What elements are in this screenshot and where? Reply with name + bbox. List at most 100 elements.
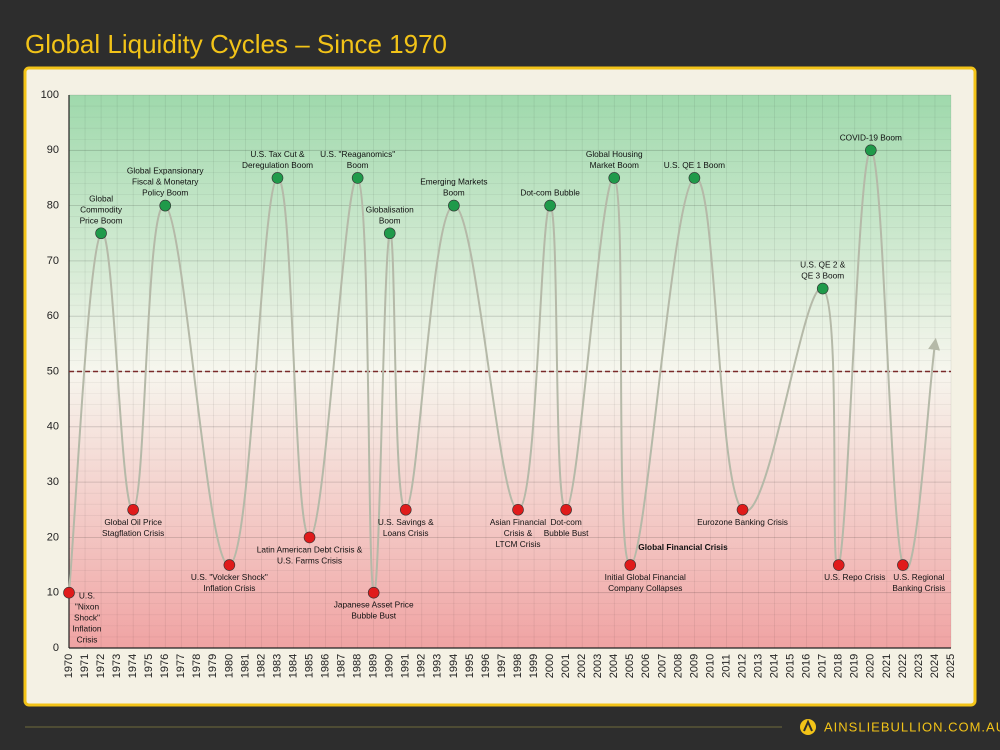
boom-point: [95, 227, 107, 240]
x-tick-label: 2018: [833, 654, 845, 678]
x-tick-label: 2025: [945, 654, 957, 678]
boom-point: [816, 282, 829, 295]
chart-title: Global Liquidity Cycles – Since 1970: [25, 29, 447, 59]
cycle-line: [68, 149, 941, 594]
point-label: Eurozone Banking Crisis: [697, 517, 788, 527]
crisis-point: [512, 503, 524, 516]
x-tick-label: 2000: [544, 654, 556, 678]
boom-point: [271, 172, 284, 184]
crisis-point: [560, 503, 572, 516]
crisis-point: [399, 503, 412, 516]
point-label: U.S. "Nixon Shock" Inflation Crisis: [72, 591, 101, 645]
point-label: Global Housing Market Boom: [586, 149, 643, 170]
x-tick-label: 2002: [576, 654, 588, 678]
x-tick-label: 1998: [512, 654, 524, 678]
crisis-point: [897, 559, 909, 571]
x-tick-label: 1997: [496, 654, 508, 678]
x-tick-label: 1981: [239, 654, 251, 678]
x-tick-label: 2013: [752, 654, 764, 678]
x-tick-label: 2006: [640, 654, 652, 678]
point-label: U.S. Savings & Loans Crisis: [378, 517, 434, 538]
boom-point: [351, 172, 364, 184]
x-tick-label: 2015: [785, 654, 797, 678]
x-tick-label: 1975: [143, 654, 155, 678]
x-tick-label: 1973: [111, 654, 123, 678]
crisis-point: [223, 559, 236, 571]
x-tick-label: 2017: [817, 654, 829, 678]
x-tick-label: 1986: [319, 654, 331, 678]
x-tick-label: 2023: [913, 654, 925, 678]
y-tick-label: 50: [47, 365, 59, 377]
x-tick-label: 1990: [384, 654, 396, 678]
x-tick-label: 1993: [432, 654, 444, 678]
logo-mark: [803, 719, 813, 732]
point-label: Global Expansionary Fiscal & Monetary Poli…: [127, 166, 204, 198]
point-label: Japanese Asset Price Bubble Bust: [334, 600, 414, 621]
x-tick-label: 2016: [801, 654, 813, 678]
x-tick-label: 1995: [464, 654, 476, 678]
boom-point: [159, 199, 172, 212]
point-label: U.S. Tax Cut & Deregulation Boom: [242, 149, 313, 170]
annotation: Global Financial Crisis: [638, 542, 728, 552]
x-tick-label: 1974: [127, 654, 139, 678]
x-tick-label: 2014: [769, 654, 781, 678]
x-tick-label: 2010: [704, 654, 716, 678]
crisis-point: [832, 559, 845, 571]
crisis-point: [63, 586, 75, 599]
x-tick-label: 1983: [271, 654, 283, 678]
x-tick-label: 2008: [672, 654, 684, 678]
x-tick-label: 2001: [560, 654, 572, 678]
x-tick-label: 2022: [897, 654, 909, 678]
x-tick-label: 2007: [656, 654, 668, 678]
y-tick-label: 90: [47, 144, 59, 156]
point-label: U.S. QE 1 Boom: [664, 160, 725, 170]
y-tick-label: 60: [47, 310, 59, 322]
boom-point: [865, 144, 877, 157]
x-tick-label: 2021: [881, 654, 893, 678]
x-tick-label: 1996: [480, 654, 492, 678]
x-tick-label: 1987: [336, 654, 348, 678]
y-tick-label: 0: [53, 642, 59, 654]
x-tick-label: 1988: [352, 654, 364, 678]
y-tick-label: 100: [41, 89, 59, 101]
point-label: U.S. Repo Crisis: [824, 572, 885, 582]
x-tick-label: 1982: [255, 654, 267, 678]
footer-brand: AINSLIEBULLION.COM.AU: [824, 719, 1000, 734]
point-label: U.S. "Volcker Shock" Inflation Crisis: [191, 572, 268, 593]
x-tick-label: 1991: [400, 654, 412, 678]
boom-point: [688, 172, 701, 184]
crisis-point: [367, 586, 380, 599]
point-label: Dot-com Bubble Bust: [544, 517, 589, 538]
boom-point: [383, 227, 396, 240]
y-tick-label: 30: [47, 476, 59, 488]
point-label: U.S. "Reaganomics" Boom: [320, 149, 395, 170]
point-label: Initial Global Financial Company Collapse…: [605, 572, 686, 593]
x-tick-label: 1992: [416, 654, 428, 678]
x-tick-label: 1976: [159, 654, 171, 678]
x-tick-label: 1972: [95, 654, 107, 678]
x-tick-label: 2020: [865, 654, 877, 678]
crisis-point: [624, 559, 637, 571]
point-label: Globalisation Boom: [366, 204, 414, 225]
x-tick-label: 1977: [175, 654, 187, 678]
x-tick-label: 2005: [624, 654, 636, 678]
point-label: COVID-19 Boom: [840, 132, 902, 142]
x-tick-label: 2009: [688, 654, 700, 678]
x-tick-label: 2004: [608, 654, 620, 678]
y-tick-label: 70: [47, 255, 59, 267]
x-tick-label: 2003: [592, 654, 604, 678]
y-tick-label: 20: [47, 531, 59, 543]
y-tick-label: 10: [47, 587, 59, 599]
x-tick-label: 1989: [368, 654, 380, 678]
x-tick-label: 2024: [929, 654, 941, 678]
x-tick-label: 1970: [63, 654, 75, 678]
point-label: U.S. QE 2 & QE 3 Boom: [800, 260, 846, 281]
point-label: Emerging Markets Boom: [420, 177, 487, 198]
x-tick-label: 2012: [736, 654, 748, 678]
x-tick-label: 1979: [207, 654, 219, 678]
y-tick-label: 40: [47, 421, 59, 433]
point-label: U.S. Regional Banking Crisis: [892, 572, 945, 593]
crisis-point: [303, 531, 316, 544]
grid: 0 10 20 30 40 50 60 70 80 90 100 1970 1971 1972 1973 19…: [41, 89, 957, 678]
